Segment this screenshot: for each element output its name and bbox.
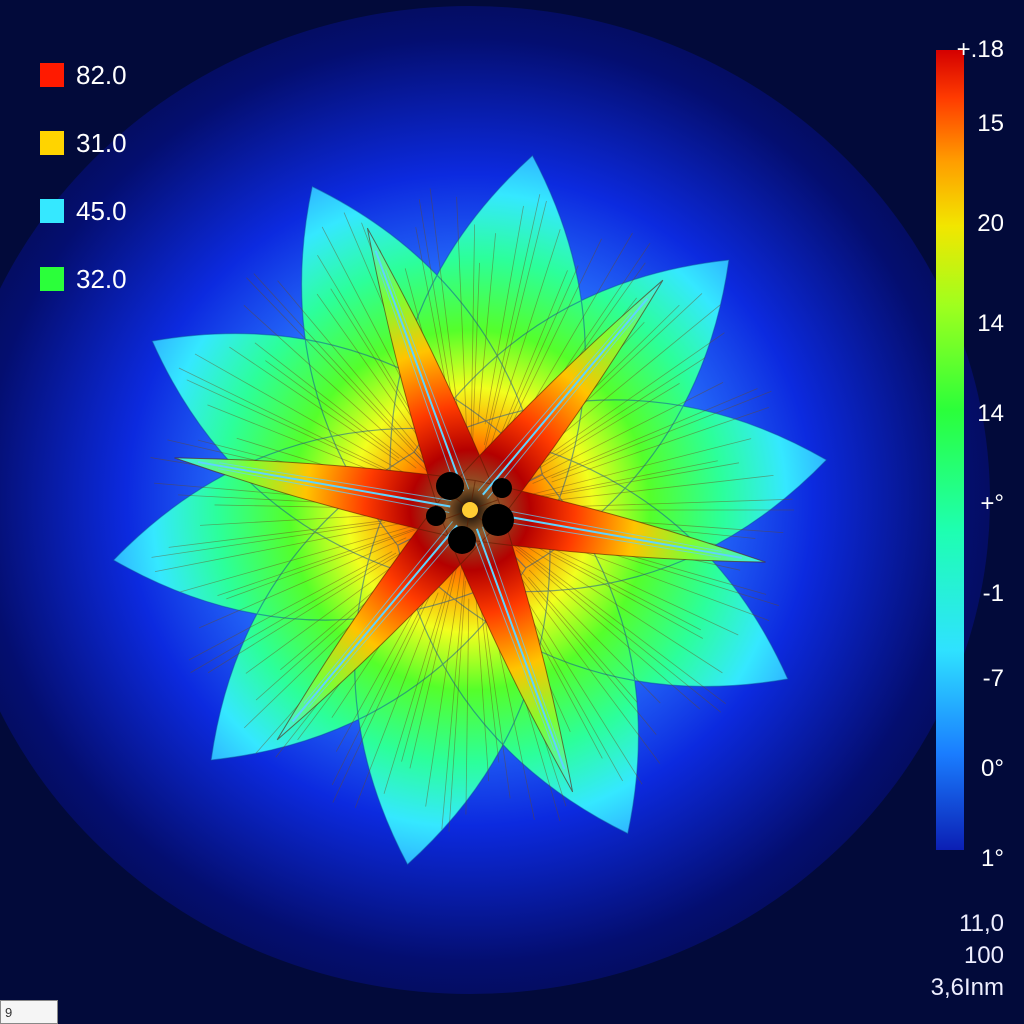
status-box: 9 [0, 1000, 58, 1024]
colorbar-tick-label: -7 [983, 665, 1004, 692]
legend-label: 32.0 [76, 264, 127, 295]
legend-item: 32.0 [40, 262, 127, 296]
colorbar-tick: 1° [981, 845, 1004, 873]
legend-label: 31.0 [76, 128, 127, 159]
colorbar-tick-label: 15 [977, 110, 1004, 137]
colorbar-tick: 15 [977, 110, 1004, 138]
colorbar-footer-label: 3,6Inm [931, 974, 1004, 1001]
legend: 82.031.045.032.0 [40, 58, 127, 194]
legend-swatch [40, 199, 64, 223]
colorbar-tick: 14 [977, 310, 1004, 338]
colorbar [936, 50, 964, 850]
colorbar-tick-label: -1 [983, 580, 1004, 607]
legend-swatch [40, 267, 64, 291]
colorbar-tick: -1 [983, 580, 1004, 608]
legend-label: 82.0 [76, 60, 127, 91]
status-box-label: 9 [5, 1005, 12, 1020]
colorbar-tick: 0° [981, 755, 1004, 783]
colorbar-tick: +.18 [957, 36, 1004, 64]
colorbar-tick: 14 [977, 400, 1004, 428]
legend-label: 45.0 [76, 196, 127, 227]
colorbar-tick-label: 14 [977, 310, 1004, 337]
colorbar-footer-line: 100 [964, 942, 1004, 970]
colorbar-footer-line: 3,6Inm [931, 974, 1004, 1002]
colorbar-tick-label: 0° [981, 755, 1004, 782]
colorbar-tick: +° [980, 490, 1004, 518]
colorbar-tick-label: 1° [981, 845, 1004, 872]
heatmap-figure: 82.031.045.032.0 +.1815201414+°-1-70°1° … [0, 0, 1024, 1024]
legend-item: 45.0 [40, 194, 127, 228]
legend-item: 82.0 [40, 58, 127, 92]
heatmap-svg [0, 0, 1024, 1024]
colorbar-footer-line: 11,0 [959, 910, 1004, 938]
colorbar-tick-label: +.18 [957, 36, 1004, 63]
colorbar-footer-label: 11,0 [959, 910, 1004, 937]
colorbar-tick-label: 14 [977, 400, 1004, 427]
colorbar-tick: 20 [977, 210, 1004, 238]
legend-swatch [40, 131, 64, 155]
legend-item: 31.0 [40, 126, 127, 160]
colorbar-tick: -7 [983, 665, 1004, 693]
colorbar-tick-label: 20 [977, 210, 1004, 237]
legend-swatch [40, 63, 64, 87]
colorbar-footer-label: 100 [964, 942, 1004, 969]
colorbar-tick-label: +° [980, 490, 1004, 517]
